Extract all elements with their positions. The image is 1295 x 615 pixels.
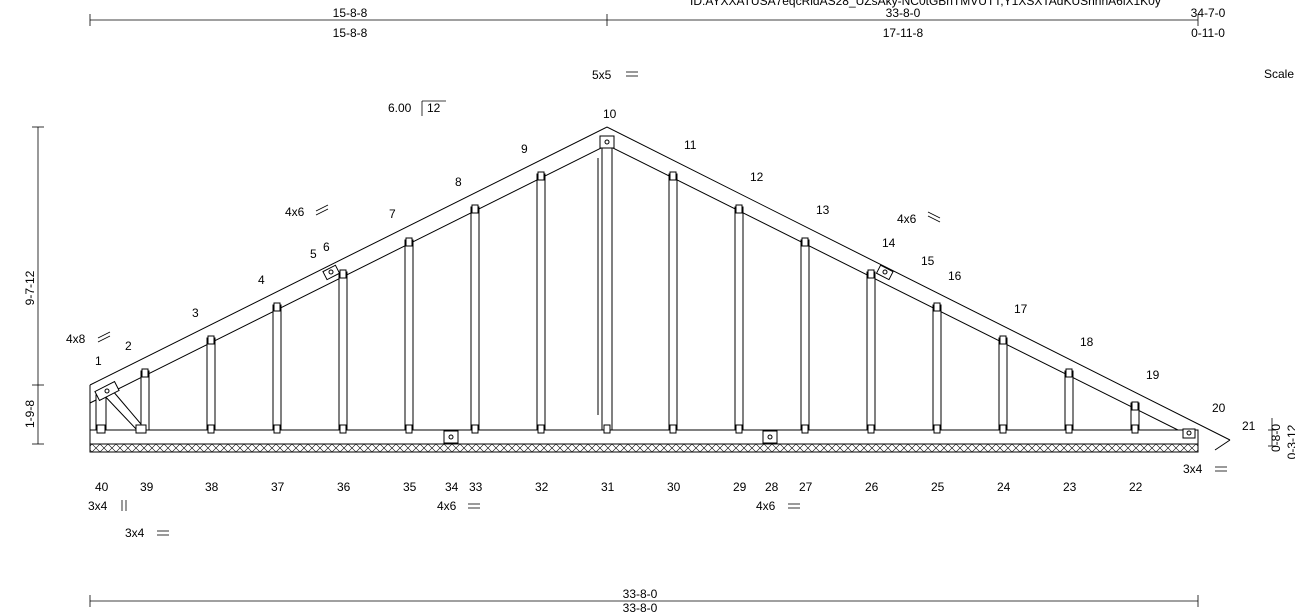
joint-label: 32 bbox=[535, 480, 549, 494]
bottom-dim-2: 33-8-0 bbox=[623, 601, 658, 615]
joint-label: 16 bbox=[948, 269, 962, 283]
joint-label: 30 bbox=[667, 480, 681, 494]
plate-label-peak: 5x5 bbox=[592, 68, 612, 82]
web-vertical bbox=[800, 239, 810, 431]
web-vertical bbox=[601, 140, 613, 431]
plate-label-bottom-splice-right: 4x6 bbox=[756, 499, 776, 513]
pitch-run: 12 bbox=[427, 101, 441, 115]
joint-label: 31 bbox=[601, 480, 615, 494]
plate-label-bottom-splice-left: 4x6 bbox=[437, 499, 457, 513]
joint-label: 18 bbox=[1080, 335, 1094, 349]
joint-label: 3 bbox=[192, 306, 199, 320]
header-id: ID:AYXXATUSA7eqcRidAS28_UZsAky-NC0tGBnTM… bbox=[690, 0, 1161, 8]
web-vertical bbox=[668, 173, 678, 431]
joint-label: 35 bbox=[403, 480, 417, 494]
joint-label: 21 bbox=[1242, 419, 1256, 433]
joint-label: 38 bbox=[205, 480, 219, 494]
joint-label: 24 bbox=[997, 480, 1011, 494]
web-vertical bbox=[140, 370, 150, 431]
web-vertical bbox=[998, 337, 1008, 431]
plate-label-left-heel: 4x8 bbox=[66, 332, 86, 346]
joint-label: 10 bbox=[603, 107, 617, 121]
plate-label-right-heel: 3x4 bbox=[1183, 462, 1203, 476]
joint-label: 26 bbox=[865, 480, 879, 494]
web-vertical bbox=[734, 206, 744, 431]
joint-label: 14 bbox=[882, 236, 896, 250]
joint-label: 1 bbox=[95, 354, 102, 368]
joint-label: 39 bbox=[140, 480, 154, 494]
right-dimensions: 0-8-0 0-3-12 bbox=[1268, 418, 1295, 459]
web-vertical bbox=[866, 271, 876, 431]
plate-label-left-splice: 4x6 bbox=[285, 205, 305, 219]
joint-label: 2 bbox=[125, 339, 132, 353]
web-verticals bbox=[95, 140, 1140, 431]
joint-label: 22 bbox=[1129, 480, 1143, 494]
left-dimensions: 9-7-12 1-9-8 bbox=[23, 126, 44, 445]
web-vertical bbox=[206, 337, 216, 431]
web-vertical bbox=[338, 271, 348, 431]
top-dim-2b: 17-11-8 bbox=[883, 26, 924, 40]
pitch-rise: 6.00 bbox=[388, 101, 412, 115]
web-vertical bbox=[536, 173, 546, 431]
bottom-joint-labels: 40 39 38 37 36 35 34 33 32 31 30 29 28 2… bbox=[95, 480, 1143, 494]
joint-plates bbox=[94, 135, 1196, 444]
joint-label: 13 bbox=[816, 203, 830, 217]
joint-label: 15 bbox=[921, 254, 935, 268]
left-dim-height: 9-7-12 bbox=[23, 270, 37, 305]
joint-label: 25 bbox=[931, 480, 945, 494]
web-vertical bbox=[1064, 370, 1074, 431]
joint-label: 5 bbox=[310, 247, 317, 261]
top-dim-1c: 34-7-0 bbox=[1191, 6, 1226, 20]
right-dim-b: 0-3-12 bbox=[1285, 424, 1295, 459]
bottom-dimensions: 33-8-0 33-8-0 bbox=[89, 587, 1199, 615]
joint-label: 23 bbox=[1063, 480, 1077, 494]
truss-outline bbox=[89, 126, 1231, 453]
plate-label-right-splice: 4x6 bbox=[897, 212, 917, 226]
joint-label: 12 bbox=[750, 170, 764, 184]
joint-label: 37 bbox=[271, 480, 285, 494]
top-dimensions: 15-8-8 33-8-0 34-7-0 15-8-8 17-11-8 0-11… bbox=[89, 6, 1226, 40]
joint-label: 33 bbox=[469, 480, 483, 494]
joint-label: 11 bbox=[684, 138, 697, 152]
plate-label-bottom-left-1: 3x4 bbox=[88, 499, 108, 513]
web-vertical bbox=[932, 304, 942, 431]
joint-label: 6 bbox=[323, 240, 330, 254]
joint-label: 29 bbox=[733, 480, 747, 494]
joint-label: 20 bbox=[1212, 401, 1226, 415]
top-joint-labels: 1 2 3 4 5 6 7 8 9 10 11 12 13 14 15 16 1… bbox=[95, 107, 1256, 433]
web-vertical bbox=[272, 304, 282, 431]
bearing-hatch bbox=[89, 443, 1199, 453]
web-vertical bbox=[404, 239, 414, 431]
joint-label: 27 bbox=[799, 480, 813, 494]
top-dim-1a: 15-8-8 bbox=[333, 6, 368, 20]
joint-label: 8 bbox=[455, 175, 462, 189]
joint-label: 36 bbox=[337, 480, 351, 494]
top-dim-2a: 15-8-8 bbox=[333, 26, 368, 40]
joint-label: 4 bbox=[258, 273, 265, 287]
scale-label: Scale bbox=[1264, 67, 1294, 81]
plate-label-bottom-left-2: 3x4 bbox=[125, 526, 145, 540]
joint-label: 34 bbox=[445, 480, 459, 494]
joint-label: 40 bbox=[95, 480, 109, 494]
joint-label: 28 bbox=[765, 480, 779, 494]
joint-label: 9 bbox=[521, 142, 528, 156]
joint-label: 17 bbox=[1014, 302, 1028, 316]
web-vertical bbox=[470, 206, 480, 431]
pitch-indicator: 6.00 12 bbox=[388, 100, 446, 116]
bottom-dim-1: 33-8-0 bbox=[623, 587, 658, 601]
left-dim-heel: 1-9-8 bbox=[23, 400, 37, 428]
right-dim-a: 0-8-0 bbox=[1269, 424, 1283, 452]
top-dim-2c: 0-11-0 bbox=[1191, 26, 1225, 40]
joint-label: 19 bbox=[1146, 368, 1160, 382]
top-dim-1b: 33-8-0 bbox=[886, 6, 921, 20]
joint-label: 7 bbox=[389, 207, 396, 221]
plate-labels: 5x5 4x8 4x6 4x6 3x4 3x4 4x6 4x6 3x4 bbox=[66, 68, 1227, 540]
